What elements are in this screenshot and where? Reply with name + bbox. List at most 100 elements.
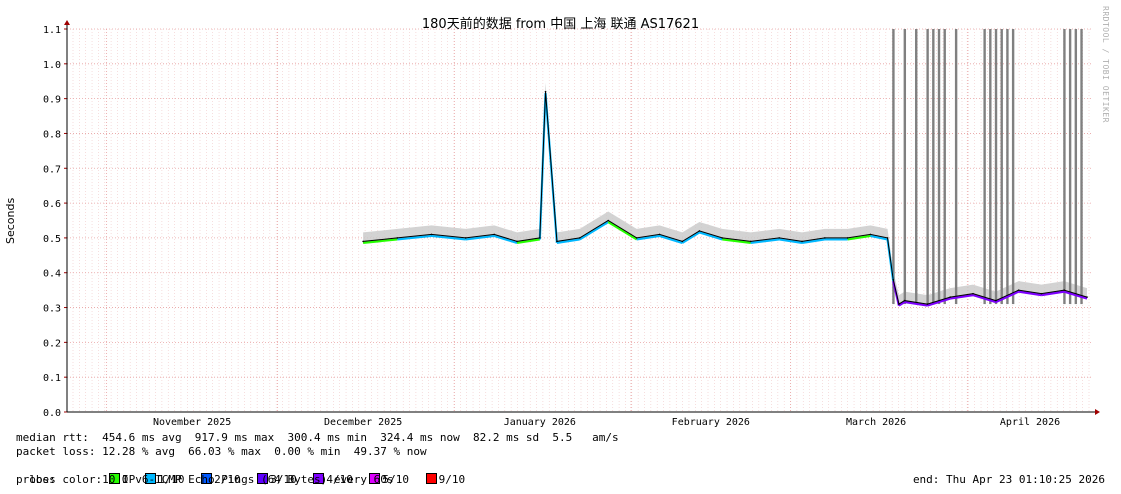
- y-tick-label: 0.4: [43, 269, 61, 280]
- rtt-smoke-band: [363, 82, 1088, 307]
- y-tick-label: 1.1: [43, 25, 61, 36]
- rtt-point: [516, 240, 518, 243]
- rtt-point: [681, 240, 684, 243]
- rtt-loss-color-segment: [870, 234, 888, 241]
- rtt-point: [578, 237, 581, 239]
- chart-axes: [64, 20, 1100, 415]
- y-tick-label: 0.8: [43, 129, 61, 140]
- x-tick-label: December 2025: [324, 417, 402, 428]
- rtt-loss-color-segment: [556, 238, 580, 244]
- rtt-point: [995, 299, 997, 302]
- loss-legend-label: 3/10: [270, 473, 297, 486]
- rrdtool-watermark: RRDTOOL / TOBI OETIKER: [1101, 6, 1110, 123]
- loss-spike: [994, 29, 998, 305]
- packet-loss-stats: packet loss: 12.28 % avg 66.03 % max 0.0…: [16, 445, 427, 458]
- y-tick-label: 0.2: [43, 338, 61, 349]
- loss-legend-label: 9/10: [438, 473, 466, 486]
- y-axis-arrow: [64, 20, 70, 25]
- rtt-point: [362, 240, 364, 243]
- rtt-point: [892, 278, 895, 281]
- x-tick-label: February 2026: [672, 417, 750, 428]
- loss-color-swatch: [257, 473, 269, 484]
- loss-spike: [926, 29, 929, 305]
- rtt-loss-color-segment: [636, 234, 660, 241]
- rtt-loss-color-segment: [397, 234, 432, 241]
- loss-spike: [1011, 29, 1015, 305]
- loss-legend-item: 5/10: [363, 473, 409, 486]
- rtt-loss-color-segment: [516, 238, 540, 244]
- y-tick-labels: 0.0 0.1 0.2 0.3 0.4 0.5 0.6 0.7 0.8 0.9 1.0 1.1: [43, 25, 61, 419]
- rtt-point: [1063, 289, 1066, 291]
- rtt-point: [493, 233, 496, 236]
- rtt-loss-color-segment: [699, 231, 723, 241]
- loss-legend-item: 2/10: [194, 473, 241, 486]
- loss-color-swatch: [108, 473, 120, 484]
- loss-color-legend: loss color: 0 1/10 2/10 3/10 4/10 5/10 9…: [16, 459, 475, 487]
- y-tick-label: 1.0: [43, 60, 61, 71]
- loss-spike: [892, 29, 895, 305]
- rtt-loss-color-segment: [431, 234, 466, 241]
- smoke-band: [363, 82, 1088, 307]
- rtt-loss-color-segment: [847, 234, 871, 241]
- rtt-point: [824, 237, 826, 239]
- loss-spike: [954, 29, 958, 305]
- y-tick-label: 0.0: [43, 408, 61, 419]
- y-tick-label: 0.6: [43, 199, 61, 210]
- rtt-loss-color-segment: [1041, 290, 1065, 297]
- loss-spike: [1006, 29, 1009, 305]
- rtt-loss-color-segment: [659, 234, 683, 244]
- loss-color-label: loss color:: [29, 473, 103, 486]
- rtt-point: [464, 237, 467, 239]
- rtt-loss-color-segment: [927, 297, 951, 307]
- loss-legend-label: 0: [121, 473, 129, 486]
- loss-legend-item: 3/10: [251, 473, 297, 486]
- loss-spike: [915, 29, 918, 305]
- loss-color-swatch: [369, 473, 381, 484]
- loss-spike: [1080, 29, 1083, 305]
- rtt-loss-color-segment: [995, 290, 1020, 304]
- loss-legend-item: 9/10: [419, 473, 465, 486]
- rtt-point: [778, 237, 781, 239]
- loss-spike: [1000, 29, 1003, 305]
- loss-legend-label: 1/10: [157, 473, 185, 486]
- rtt-point: [801, 240, 803, 243]
- rtt-loss-color-segment: [493, 234, 518, 244]
- rtt-loss-color-segment: [722, 238, 751, 244]
- rtt-point: [658, 233, 661, 236]
- rtt-point: [886, 237, 889, 239]
- x-tick-label: April 2026: [1000, 417, 1060, 428]
- loss-spike: [937, 29, 941, 305]
- rtt-point: [556, 240, 558, 243]
- rtt-loss-color-segment: [801, 238, 825, 244]
- y-tick-label: 0.5: [43, 234, 61, 245]
- y-tick-label: 0.9: [43, 95, 61, 106]
- loss-spike: [903, 29, 907, 305]
- rtt-point: [396, 237, 399, 239]
- loss-color-swatch: [144, 473, 156, 484]
- loss-legend-label: 2/10: [214, 473, 241, 486]
- rtt-point: [898, 303, 900, 305]
- loss-spike: [943, 29, 946, 305]
- loss-spike: [932, 29, 935, 305]
- end-timestamp: end: Thu Apr 23 01:10:25 2026: [912, 473, 1105, 486]
- rtt-loss-color-segment: [579, 221, 609, 241]
- rtt-point: [698, 230, 701, 232]
- loss-spike: [1063, 29, 1066, 305]
- loss-spike: [1068, 29, 1072, 305]
- rtt-point: [903, 299, 906, 302]
- rtt-loss-color-segment: [972, 294, 997, 304]
- loss-color-swatch: [313, 473, 325, 484]
- rtt-loss-color-segment: [750, 238, 780, 244]
- rtt-loss-color-segment: [363, 238, 398, 244]
- rtt-loss-color-segment: [779, 238, 803, 244]
- rtt-point: [1017, 289, 1020, 291]
- loss-spike: [983, 29, 986, 305]
- rtt-point: [846, 237, 849, 239]
- loss-legend-label: 4/10: [326, 473, 353, 486]
- rtt-point: [635, 237, 638, 239]
- loss-legend-item: 0: [102, 473, 128, 486]
- x-tick-label: March 2026: [846, 417, 906, 428]
- loss-legend-item: 1/10: [138, 473, 184, 486]
- y-tick-label: 0.3: [43, 304, 61, 315]
- rtt-loss-color-segment: [465, 234, 495, 241]
